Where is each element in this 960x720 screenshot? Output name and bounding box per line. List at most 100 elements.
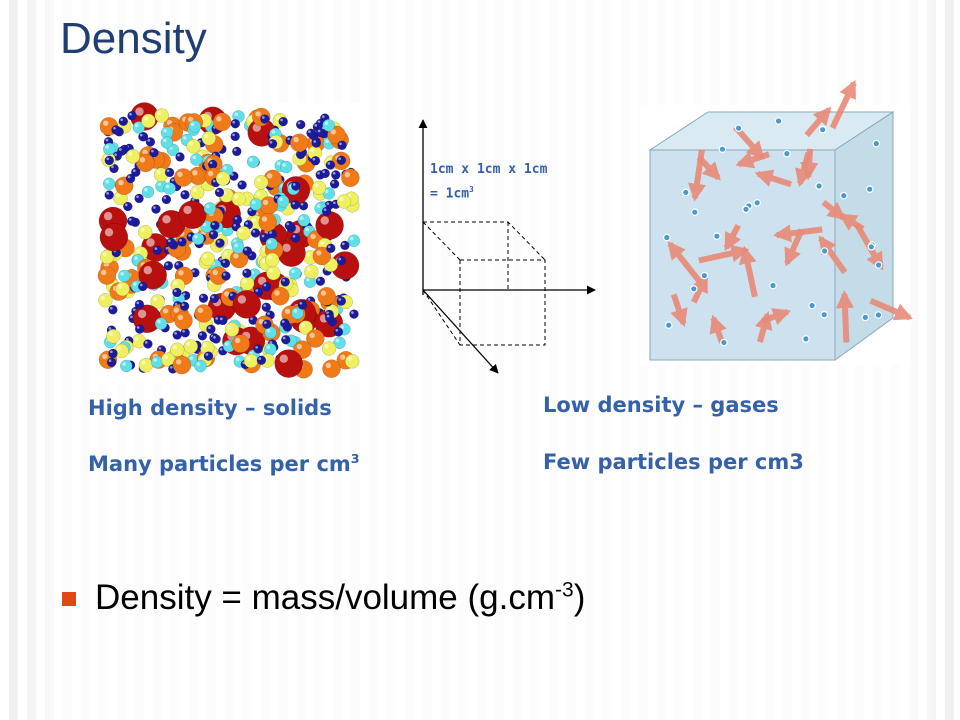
highlight (192, 187, 197, 192)
highlight (109, 306, 113, 310)
highlight (331, 181, 335, 184)
highlight (325, 139, 329, 143)
highlight (139, 283, 143, 287)
highlight (218, 173, 223, 179)
highlight (100, 295, 106, 300)
solid-caption: High density – solids (88, 396, 332, 420)
highlight (171, 178, 175, 182)
highlight (114, 153, 117, 156)
highlight (157, 182, 162, 186)
particle (123, 201, 133, 212)
particle (125, 173, 136, 184)
highlight (219, 317, 223, 321)
particle (154, 108, 169, 123)
gas-molecule (689, 284, 698, 293)
highlight (223, 251, 228, 256)
highlight (122, 362, 126, 366)
highlight (310, 233, 316, 240)
highlight (282, 336, 286, 340)
text: Many particles per cm (88, 452, 351, 476)
particle (99, 222, 129, 252)
particle (106, 357, 117, 368)
particle (231, 191, 247, 207)
highlight (162, 308, 169, 314)
highlight (133, 282, 137, 286)
highlight (205, 353, 209, 356)
highlight (105, 179, 109, 184)
gas-molecule (783, 149, 791, 158)
highlight (166, 169, 170, 173)
highlight (106, 157, 110, 161)
particle (315, 211, 344, 240)
highlight (144, 188, 148, 192)
particle (117, 146, 127, 156)
particle (104, 155, 115, 166)
particle (331, 170, 341, 180)
highlight (190, 122, 195, 127)
highlight (189, 356, 194, 360)
highlight (136, 301, 140, 305)
particle (106, 329, 121, 344)
particle (172, 287, 182, 298)
gas-molecule (808, 301, 816, 310)
highlight (117, 346, 122, 351)
highlight (177, 153, 180, 157)
highlight (239, 182, 242, 185)
highlight (188, 141, 194, 146)
particle (344, 354, 360, 369)
highlight (287, 137, 290, 141)
highlight (108, 359, 112, 363)
particle (242, 246, 253, 256)
highlight (175, 262, 179, 266)
highlight (200, 295, 204, 298)
highlight (142, 149, 148, 155)
highlight (292, 201, 295, 205)
particle (260, 114, 270, 124)
particle (177, 237, 187, 247)
particle (253, 175, 269, 190)
highlight (196, 362, 201, 366)
particle (203, 202, 217, 215)
highlight (163, 196, 167, 200)
particle (320, 168, 330, 179)
highlight (212, 222, 215, 226)
highlight (279, 197, 283, 202)
particle (349, 309, 359, 319)
highlight (300, 202, 304, 206)
particle (209, 293, 220, 304)
highlight (258, 357, 262, 360)
highlight (246, 356, 251, 361)
highlight (127, 175, 131, 179)
highlight (111, 165, 114, 169)
particle (340, 240, 350, 251)
highlight (234, 337, 241, 344)
highlight (165, 262, 169, 266)
motion-arrow (773, 224, 823, 243)
particle (243, 353, 259, 369)
particle (160, 136, 174, 149)
highlight (169, 365, 173, 369)
highlight (110, 350, 113, 354)
highlight (269, 231, 272, 234)
highlight (284, 308, 291, 315)
highlight (340, 354, 346, 360)
particle (104, 190, 114, 200)
highlight (267, 173, 273, 179)
particle (262, 319, 272, 329)
text: = 1cm (430, 186, 470, 202)
highlight (233, 253, 239, 259)
gas-molecule (662, 233, 671, 242)
highlight (275, 115, 280, 120)
particle (186, 139, 201, 154)
highlight (317, 129, 321, 133)
highlight (233, 148, 237, 152)
particle (274, 349, 303, 378)
particle (118, 116, 129, 127)
highlight (209, 161, 213, 165)
particle (232, 146, 242, 157)
highlight (219, 347, 223, 351)
highlight (312, 157, 316, 161)
particle (321, 206, 332, 217)
highlight (151, 149, 154, 153)
